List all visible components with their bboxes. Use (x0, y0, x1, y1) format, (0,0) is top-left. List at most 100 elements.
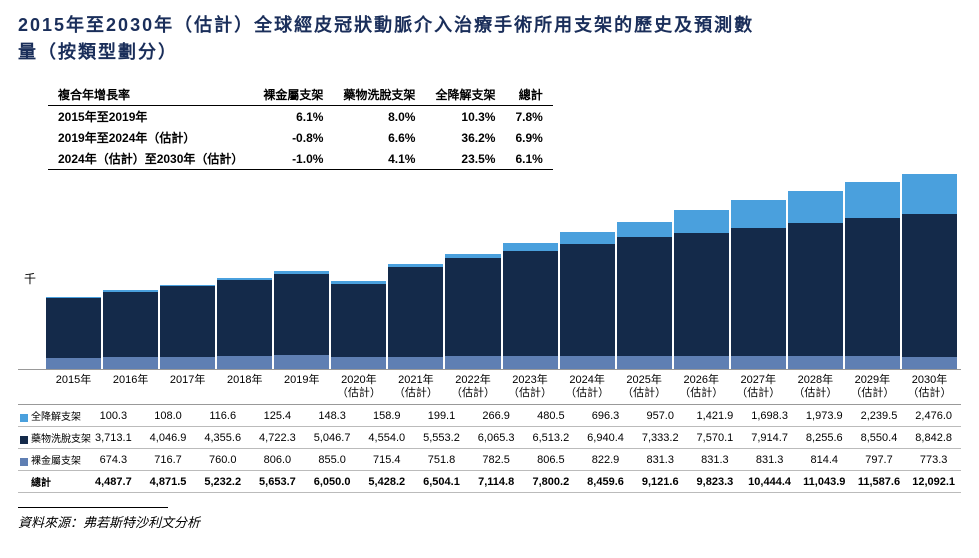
data-cell: 6,504.1 (414, 471, 469, 493)
bar-seg-drug-eluting (617, 237, 672, 355)
cagr-r1-v4: 6.9% (505, 127, 552, 148)
data-cell: 100.3 (86, 405, 141, 427)
row-absorbable: 全降解支架100.3108.0116.6125.4148.3158.9199.1… (18, 405, 961, 427)
data-cell: 199.1 (414, 405, 469, 427)
bar-column (617, 222, 672, 369)
x-tick-label: 2016年 (103, 374, 158, 400)
bar-seg-drug-eluting (274, 274, 329, 356)
data-cell: 797.7 (852, 449, 907, 471)
data-cell: 751.8 (414, 449, 469, 471)
x-tick-label: 2026年（估計） (674, 374, 729, 400)
x-tick-label: 2017年 (160, 374, 215, 400)
data-cell: 760.0 (195, 449, 250, 471)
bar-seg-drug-eluting (331, 284, 386, 358)
cagr-r0-period: 2015年至2019年 (48, 106, 253, 128)
bar-seg-drug-eluting (902, 214, 957, 357)
data-cell: 10,444.4 (742, 471, 797, 493)
x-tick-label: 2027年（估計） (731, 374, 786, 400)
bar-column (46, 297, 101, 369)
bar-column (788, 191, 843, 369)
cagr-h0: 複合年增長率 (48, 84, 253, 106)
bar-seg-bare-metal (160, 357, 215, 369)
bar-column (160, 285, 215, 370)
data-cell: 5,232.2 (195, 471, 250, 493)
cagr-h4: 總計 (505, 84, 552, 106)
x-tick-label: 2022年（估計） (445, 374, 500, 400)
bar-seg-drug-eluting (674, 233, 729, 355)
bar-seg-drug-eluting (845, 218, 900, 356)
chart-title: 2015年至2030年（估計）全球經皮冠狀動脈介入治療手術所用支架的歷史及預測數… (18, 12, 961, 66)
cagr-r1-v1: -0.8% (253, 127, 333, 148)
row-label: 藥物洗脫支架 (18, 427, 86, 449)
bar-column (445, 254, 500, 369)
bar-seg-drug-eluting (388, 267, 443, 357)
data-cell: 2,239.5 (852, 405, 907, 427)
data-cell: 4,871.5 (141, 471, 196, 493)
cagr-r0-v2: 8.0% (333, 106, 425, 128)
bar-seg-bare-metal (445, 356, 500, 369)
row-label: 裸金屬支架 (18, 449, 86, 471)
data-cell: 5,046.7 (305, 427, 360, 449)
data-cell: 8,255.6 (797, 427, 852, 449)
bar-seg-bare-metal (902, 357, 957, 369)
bar-seg-bare-metal (560, 356, 615, 369)
cagr-r0-v1: 6.1% (253, 106, 333, 128)
bar-seg-bare-metal (217, 356, 272, 369)
bar-seg-bare-metal (388, 357, 443, 369)
bar-seg-bare-metal (503, 356, 558, 369)
data-cell: 8,842.8 (906, 427, 961, 449)
bar-column (388, 264, 443, 369)
legend-swatch (20, 458, 28, 466)
x-tick-label: 2018年 (217, 374, 272, 400)
data-cell: 6,050.0 (305, 471, 360, 493)
data-cell: 125.4 (250, 405, 305, 427)
data-cell: 5,428.2 (359, 471, 414, 493)
data-cell: 806.5 (524, 449, 579, 471)
data-cell: 1,421.9 (688, 405, 743, 427)
legend-swatch (20, 414, 28, 422)
data-cell: 7,914.7 (742, 427, 797, 449)
data-cell: 3,713.1 (86, 427, 141, 449)
bar-column (902, 174, 957, 369)
cagr-r1-v3: 36.2% (425, 127, 505, 148)
data-cell: 782.5 (469, 449, 524, 471)
bar-seg-bare-metal (46, 358, 101, 369)
bar-seg-absorbable (845, 182, 900, 218)
bar-seg-bare-metal (845, 356, 900, 369)
bar-seg-bare-metal (274, 355, 329, 369)
x-tick-label: 2028年（估計） (788, 374, 843, 400)
data-cell: 116.6 (195, 405, 250, 427)
cagr-r2-v3: 23.5% (425, 148, 505, 170)
cagr-r1-period: 2019年至2024年（估計） (48, 127, 253, 148)
x-tick-label: 2025年（估計） (617, 374, 672, 400)
bar-column (217, 278, 272, 369)
data-cell: 11,043.9 (797, 471, 852, 493)
cagr-r1-v2: 6.6% (333, 127, 425, 148)
cagr-r0-v4: 7.8% (505, 106, 552, 128)
source-divider (18, 507, 168, 508)
bar-seg-absorbable (617, 222, 672, 237)
data-cell: 4,722.3 (250, 427, 305, 449)
data-cell: 696.3 (578, 405, 633, 427)
data-cell: 831.3 (688, 449, 743, 471)
data-cell: 831.3 (633, 449, 688, 471)
cagr-table: 複合年增長率 裸金屬支架 藥物洗脫支架 全降解支架 總計 2015年至2019年… (48, 84, 553, 170)
bar-seg-bare-metal (731, 356, 786, 369)
data-cell: 773.3 (906, 449, 961, 471)
bar-seg-bare-metal (103, 357, 158, 369)
bar-seg-absorbable (902, 174, 957, 214)
row-drug-eluting: 藥物洗脫支架3,713.14,046.94,355.64,722.35,046.… (18, 427, 961, 449)
data-cell: 4,487.7 (86, 471, 141, 493)
x-tick-label: 2020年（估計） (331, 374, 386, 400)
bar-seg-absorbable (788, 191, 843, 223)
data-table: 全降解支架100.3108.0116.6125.4148.3158.9199.1… (18, 405, 961, 493)
data-cell: 715.4 (359, 449, 414, 471)
bar-seg-drug-eluting (560, 244, 615, 356)
cagr-r2-v2: 4.1% (333, 148, 425, 170)
row-total: 總計4,487.74,871.55,232.25,653.76,050.05,4… (18, 471, 961, 493)
x-tick-label: 2021年（估計） (388, 374, 443, 400)
data-cell: 148.3 (305, 405, 360, 427)
data-cell: 9,121.6 (633, 471, 688, 493)
bar-seg-absorbable (674, 210, 729, 233)
chart-area: 千 2015年 2016年 2017年 2018年 2019年 2020年（估計… (18, 160, 961, 493)
